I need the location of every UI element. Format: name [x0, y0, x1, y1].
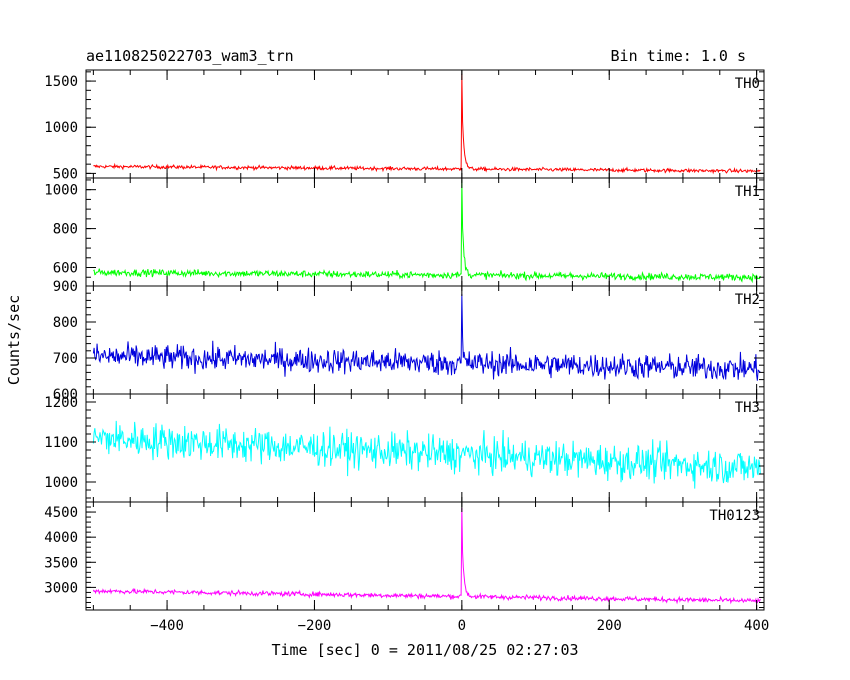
panel-th3: 1000 1100 1200 TH3: [44, 393, 765, 503]
panel-label: TH0123: [709, 508, 760, 524]
series-line-th0: [93, 73, 761, 175]
y-tick-label: 4000: [44, 530, 78, 546]
series-line-th0123: [92, 507, 761, 605]
x-axis-label: Time [sec] 0 = 2011/08/25 02:27:03: [271, 641, 578, 659]
y-tick-label: 800: [53, 222, 78, 238]
panel-label: TH1: [735, 184, 760, 200]
panel-th1: 600 800 1000 TH1: [44, 177, 765, 287]
y-tick-label: 800: [53, 315, 78, 331]
y-tick-label: 3000: [44, 580, 78, 596]
y-tick-label: 600: [53, 387, 78, 403]
chart-title: ae110825022703_wam3_trn: [86, 47, 294, 65]
x-tick-label: −200: [298, 618, 332, 634]
x-tick-label: 200: [597, 618, 622, 634]
x-tick-label: 400: [744, 618, 769, 634]
y-tick-label: 1000: [44, 183, 78, 199]
series-line-th1: [93, 180, 761, 284]
series-line-th2: [92, 294, 761, 381]
y-tick-label: 1000: [44, 120, 78, 136]
y-tick-label: 600: [53, 261, 78, 277]
y-tick-label: 900: [53, 279, 78, 295]
y-tick-label: 500: [53, 166, 78, 182]
panel-label: TH0: [735, 76, 760, 92]
y-tick-label: 3500: [44, 555, 78, 571]
panel-frame: [85, 285, 765, 395]
bin-time-label: Bin time: 1.0 s: [611, 47, 746, 65]
panel-th2: 600 700 800 900 TH2: [53, 279, 765, 403]
y-tick-label: 700: [53, 351, 78, 367]
panel-label: TH3: [735, 400, 760, 416]
y-tick-label: 1200: [44, 395, 78, 411]
panel-th0123: 3000 3500 4000 4500 TH0123: [44, 501, 765, 611]
panel-label: TH2: [735, 292, 760, 308]
y-tick-label: 1500: [44, 74, 78, 90]
x-tick-label: 0: [458, 618, 466, 634]
y-tick-label: 4500: [44, 505, 78, 521]
x-tick-label: −400: [150, 618, 184, 634]
y-tick-label: 1000: [44, 475, 78, 491]
panel-th0: 500 1000 1500 TH0: [44, 69, 765, 182]
panel-frame: [85, 69, 765, 179]
y-axis-label: Counts/sec: [5, 295, 23, 385]
panel-frame: [85, 501, 765, 611]
y-tick-label: 1100: [44, 435, 78, 451]
series-line-th3: [92, 420, 761, 489]
